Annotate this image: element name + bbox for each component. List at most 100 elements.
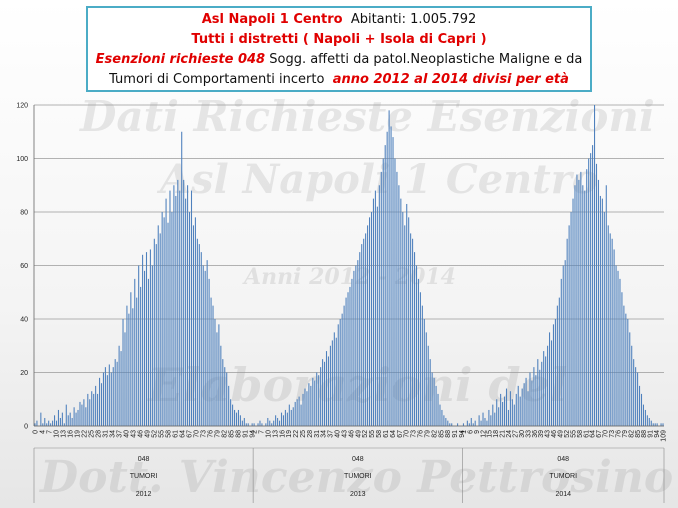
title-districts: Tutti i distretti ( Napoli + Isola di Ca… xyxy=(191,32,487,47)
bar xyxy=(505,388,508,426)
bar xyxy=(40,412,42,426)
bar xyxy=(224,367,226,426)
bar xyxy=(50,423,52,426)
bar xyxy=(635,367,637,426)
bar xyxy=(159,233,161,426)
bar xyxy=(611,238,613,426)
title-line-2: Tutti i distretti ( Napoli + Isola di Ca… xyxy=(88,30,590,50)
bar xyxy=(302,393,304,426)
x-tick-label: 58 xyxy=(577,430,584,438)
x-tick-label: 79 xyxy=(215,430,222,438)
bar xyxy=(500,393,502,426)
bar xyxy=(61,412,63,426)
bar xyxy=(322,359,324,426)
bar xyxy=(147,278,149,426)
bar xyxy=(478,415,480,426)
x-tick-label: 70 xyxy=(603,430,610,438)
bar xyxy=(71,417,73,426)
x-tick-label: 52 xyxy=(564,430,571,438)
bar xyxy=(529,372,531,426)
bar xyxy=(102,372,104,426)
x-tick-label: 30 xyxy=(519,430,526,438)
x-tick-label: 31 xyxy=(103,430,110,438)
x-tick-label: 64 xyxy=(390,430,397,438)
bar xyxy=(325,351,328,426)
bar xyxy=(621,292,623,426)
bar xyxy=(48,420,50,426)
bar xyxy=(284,409,286,426)
bar xyxy=(157,225,159,426)
x-tick-label: 61 xyxy=(583,430,590,438)
bar xyxy=(404,225,406,426)
bar xyxy=(382,158,384,426)
bar xyxy=(167,222,169,426)
x-tick-label: 34 xyxy=(321,430,328,438)
category-label-code: 048 xyxy=(352,456,364,463)
bar xyxy=(304,388,306,426)
category-label-desc: TUMORI xyxy=(130,473,158,480)
bar xyxy=(316,372,318,426)
x-tick-label: 109 xyxy=(661,430,668,442)
bar xyxy=(97,393,99,426)
bar xyxy=(275,415,277,426)
bar xyxy=(646,415,648,426)
bar xyxy=(627,319,629,426)
x-tick-label: 79 xyxy=(424,430,431,438)
bar xyxy=(492,404,494,426)
bar xyxy=(363,238,365,426)
bar xyxy=(83,399,85,426)
bar xyxy=(165,198,167,426)
bar xyxy=(73,407,75,426)
bar xyxy=(59,417,61,426)
x-tick-label: 16 xyxy=(68,430,75,438)
bar xyxy=(198,244,200,426)
bar xyxy=(128,313,130,426)
bar xyxy=(372,198,374,426)
x-tick-label: 85 xyxy=(229,430,236,438)
bar xyxy=(513,404,515,426)
bar xyxy=(562,265,564,426)
bar xyxy=(660,423,662,426)
bar xyxy=(91,391,93,426)
bar xyxy=(486,420,488,426)
x-tick-label: 82 xyxy=(222,430,229,438)
bar xyxy=(54,415,56,426)
bar xyxy=(63,423,65,426)
bar xyxy=(650,420,652,426)
x-tick-label: 64 xyxy=(180,430,187,438)
bar xyxy=(228,385,230,426)
bar xyxy=(437,393,439,426)
bar xyxy=(572,198,574,426)
x-tick-label: 94 xyxy=(250,430,257,438)
bar xyxy=(208,278,210,426)
bar xyxy=(232,404,234,426)
bar xyxy=(347,292,349,426)
bar xyxy=(351,278,353,426)
bar xyxy=(81,404,83,426)
bar xyxy=(648,417,650,426)
bar xyxy=(214,319,216,426)
title-asl-name: Asl Napoli 1 Centro xyxy=(201,12,343,27)
x-tick-label: 12 xyxy=(480,430,487,438)
bar xyxy=(173,185,175,426)
x-tick-label: 28 xyxy=(307,430,314,438)
bar xyxy=(484,417,486,426)
bar xyxy=(306,391,308,426)
bar xyxy=(279,420,281,426)
title-description-cont: Tumori di Comportamenti incerto xyxy=(109,72,325,87)
x-tick-label: 43 xyxy=(131,430,138,438)
bar xyxy=(226,372,228,426)
bar xyxy=(171,212,173,426)
bar xyxy=(584,190,586,426)
bar xyxy=(298,396,300,426)
bar xyxy=(65,404,67,426)
bar xyxy=(89,399,91,426)
bar xyxy=(353,270,355,426)
x-tick-label: 34 xyxy=(110,430,117,438)
bar xyxy=(118,345,120,426)
bar xyxy=(468,423,470,426)
bar xyxy=(613,249,615,426)
x-tick-label: 88 xyxy=(445,430,452,438)
bar xyxy=(169,190,171,426)
bar xyxy=(335,337,337,426)
